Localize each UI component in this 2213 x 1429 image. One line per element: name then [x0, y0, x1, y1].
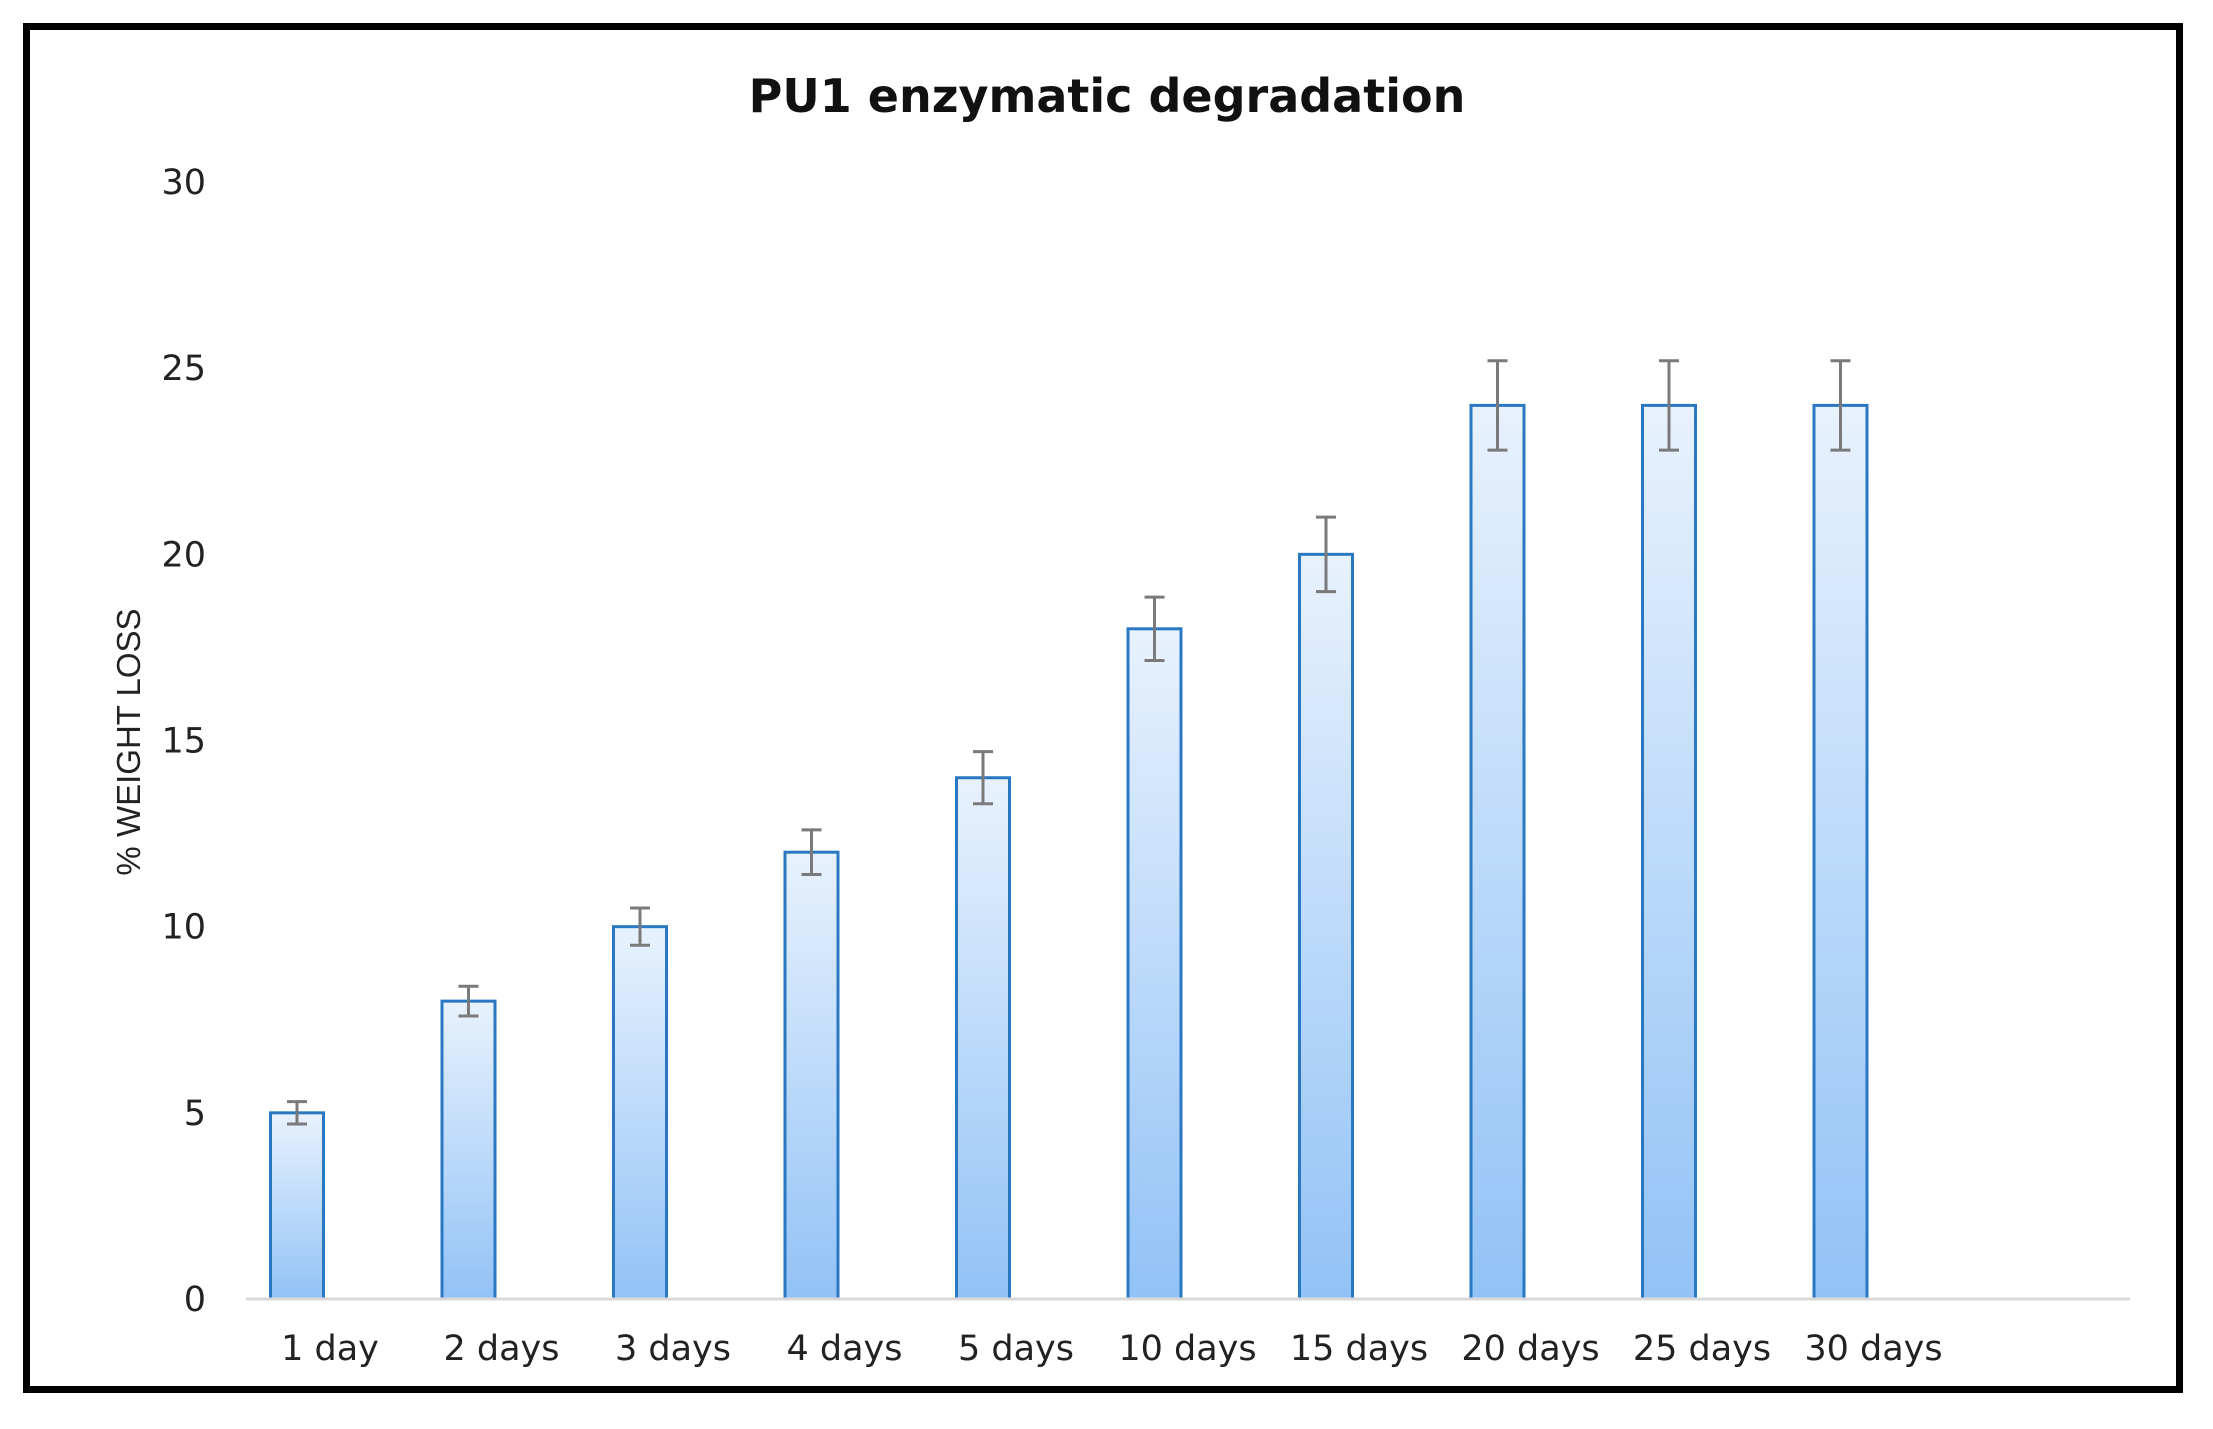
error-bar: [287, 1100, 307, 1126]
x-tick-label: 5 days: [958, 1329, 1074, 1369]
y-tick-label: 15: [161, 722, 206, 762]
error-bar: [1487, 359, 1508, 452]
error-bar: [1316, 515, 1336, 594]
error-bar: [1659, 359, 1679, 452]
error-bar: [1830, 359, 1851, 452]
bar: [1812, 403, 1869, 1301]
x-tick-label: 2 days: [443, 1329, 559, 1369]
x-tick-label: 1 day: [281, 1329, 379, 1369]
bar: [955, 776, 1011, 1301]
x-tick-label: 15 days: [1290, 1329, 1428, 1369]
y-tick-label: 30: [161, 163, 206, 203]
bar: [1298, 552, 1354, 1301]
x-tick-label: 25 days: [1633, 1329, 1771, 1369]
error-bars: [287, 359, 1851, 1126]
bar: [440, 999, 497, 1301]
y-tick-label: 5: [184, 1094, 206, 1134]
x-tick-label: 20 days: [1461, 1329, 1599, 1369]
bar: [269, 1111, 325, 1301]
y-tick-label: 0: [184, 1280, 206, 1320]
bar: [612, 925, 668, 1301]
bar: [1126, 627, 1183, 1301]
x-tick-label: 30 days: [1804, 1329, 1942, 1369]
x-tick-label: 10 days: [1118, 1329, 1256, 1369]
y-tick-label: 25: [161, 349, 206, 389]
bars: [269, 403, 1869, 1301]
error-bar: [630, 906, 650, 947]
y-axis-label: % WEIGHT LOSS: [110, 608, 147, 875]
x-tick-label: 4 days: [786, 1329, 902, 1369]
bar: [1469, 403, 1526, 1301]
y-tick-label: 10: [161, 908, 206, 948]
error-bar: [801, 828, 822, 877]
x-axis-ticks: 1 day 2 days 3 days 4 days 5 days 10 days 15 d…: [281, 1329, 1943, 1369]
chart-title: PU1 enzymatic degradation: [749, 69, 1466, 123]
error-bar: [973, 750, 993, 806]
error-bar: [458, 984, 479, 1018]
y-axis-ticks: 0 5 10 15 20 25 30: [161, 163, 206, 1320]
bar: [783, 850, 840, 1301]
error-bar: [1144, 595, 1165, 662]
x-tick-label: 3 days: [615, 1329, 731, 1369]
y-tick-label: 20: [161, 535, 206, 575]
bar: [1641, 403, 1697, 1301]
